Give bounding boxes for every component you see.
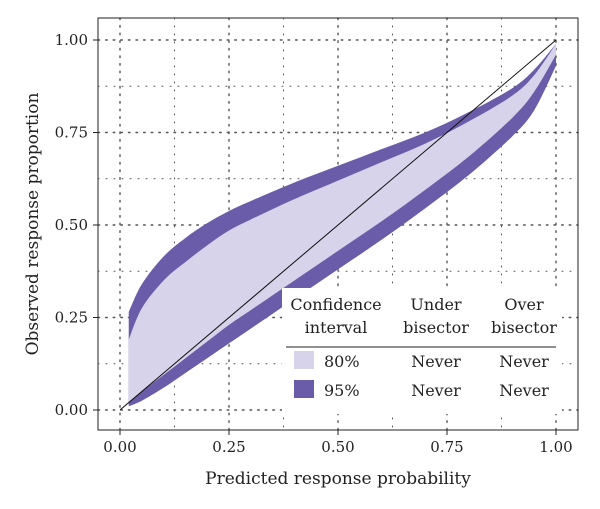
legend-header-under-line1: Under [410,295,462,314]
y-tick-label: 0.50 [55,216,88,234]
legend-header-over-line2: bisector [491,318,557,337]
x-axis-title: Predicted response probability [205,469,471,489]
confidence-bands [128,43,556,407]
legend-header-over-line1: Over [504,295,544,314]
legend-label-95: 95% [324,381,360,400]
y-tick-label: 0.00 [55,401,88,419]
y-axis-title: Observed response proportion [23,93,43,356]
bisector-line [119,39,557,411]
y-tick-label: 0.75 [55,124,88,142]
legend-label-80: 80% [324,352,360,371]
legend-header-under-line2: bisector [403,318,469,337]
legend-under-95: Never [411,381,461,400]
x-tick-label: 0.75 [430,438,463,456]
legend-under-80: Never [411,352,461,371]
tick-labels: 0.00 0.25 0.50 0.75 1.00 0.00 0.25 0.50 0.75 1.00 [55,31,573,456]
legend-over-80: Never [499,352,549,371]
y-tick-label: 1.00 [55,31,88,49]
legend-over-95: Never [499,381,549,400]
x-tick-label: 0.50 [321,438,354,456]
legend-swatch-80 [294,351,314,369]
legend-header-ci-line1: Confidence [290,295,381,314]
legend-background [282,288,562,414]
legend-swatch-95 [294,380,314,398]
x-tick-label: 0.00 [103,438,136,456]
legend-header-ci-line2: interval [305,318,368,337]
y-tick-label: 0.25 [55,309,88,327]
legend-table: Confidence interval Under bisector Over … [282,288,562,414]
x-tick-label: 0.25 [212,438,245,456]
axis-ticks [93,39,557,435]
band-80 [128,43,556,403]
x-tick-label: 1.00 [539,438,572,456]
